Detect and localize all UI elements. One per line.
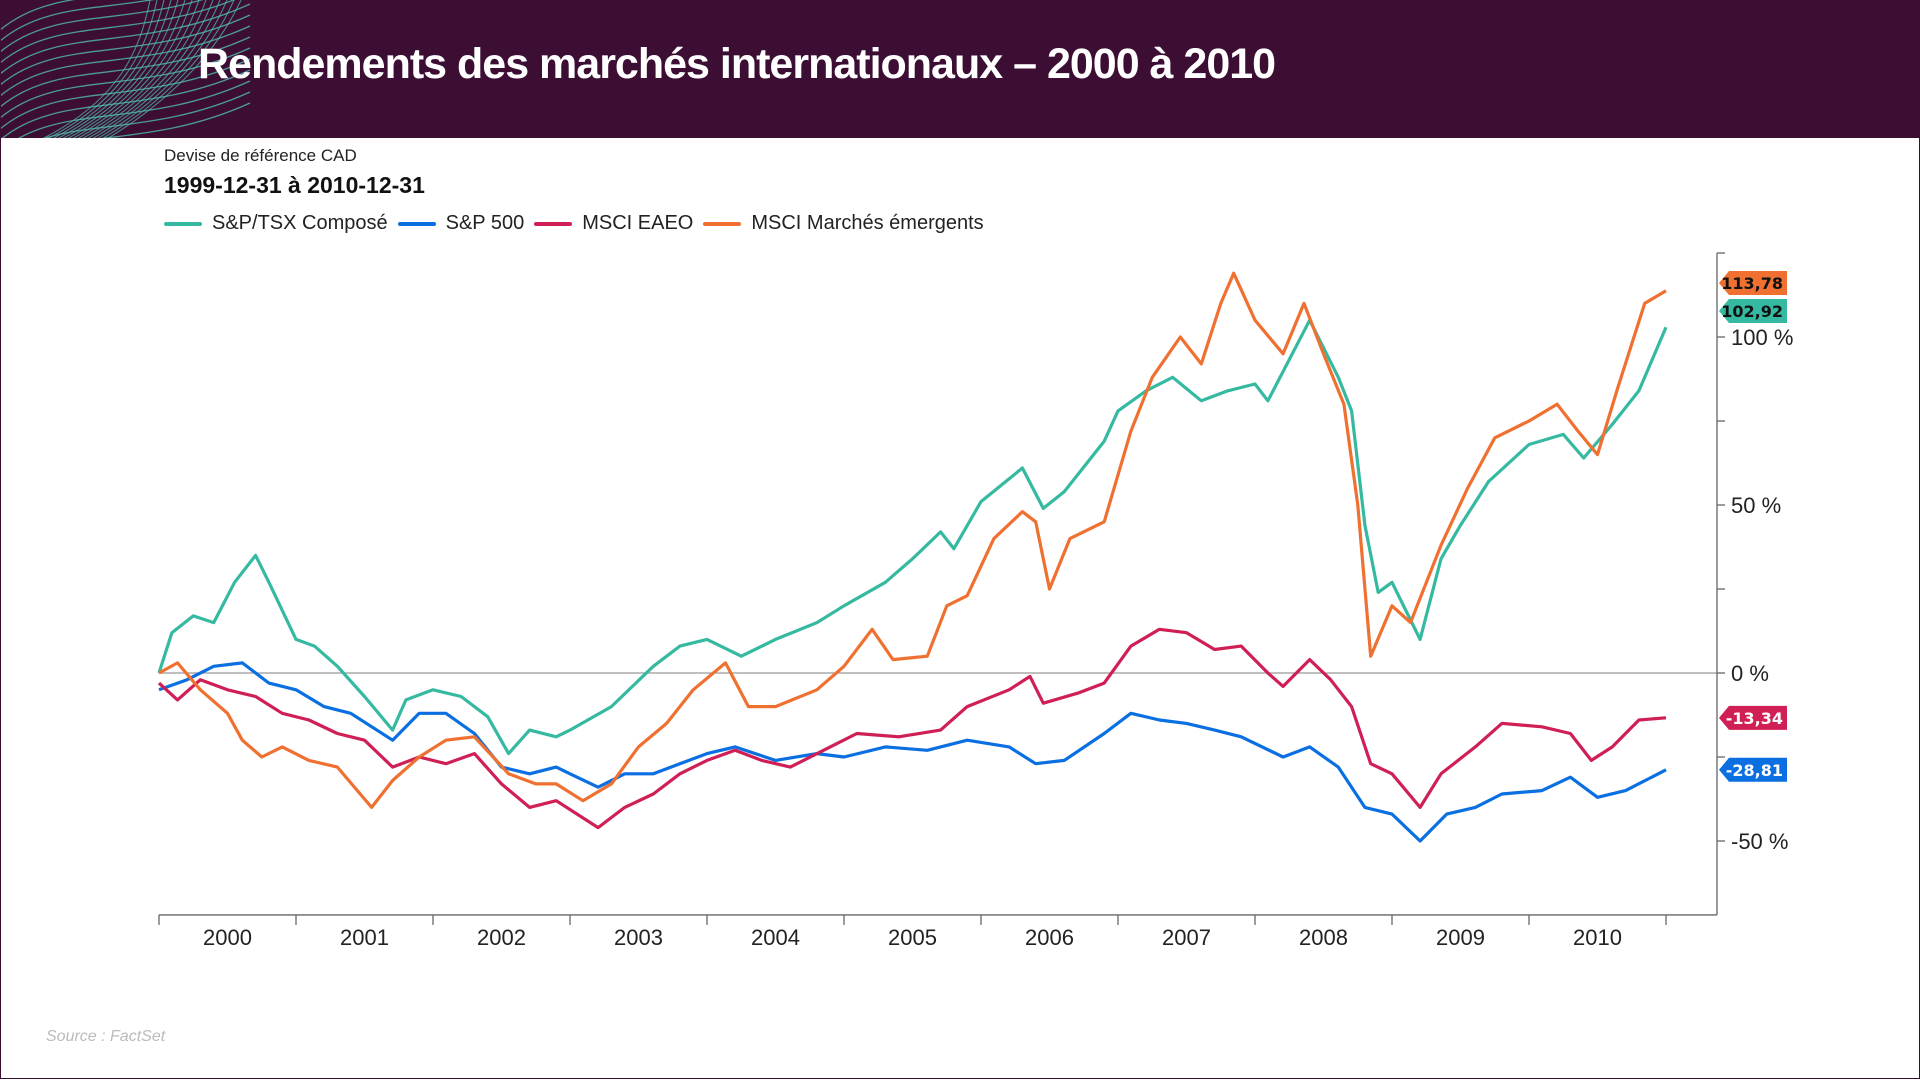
x-tick-label: 2001 — [340, 925, 389, 950]
legend-label: S&P/TSX Composé — [212, 212, 388, 234]
x-tick-label: 2008 — [1299, 925, 1348, 950]
legend-item-sp500: S&P 500 — [397, 212, 525, 235]
series-line-1 — [158, 661, 1667, 843]
wave-line — [67, 0, 186, 138]
y-tick-label: 100 % — [1731, 325, 1793, 350]
series-line-3 — [158, 271, 1667, 809]
x-tick-label: 2003 — [614, 925, 663, 950]
x-tick-label: 2010 — [1573, 925, 1622, 950]
x-tick-label: 2009 — [1436, 925, 1485, 950]
legend-swatch — [703, 221, 742, 226]
wave-line — [43, 91, 251, 138]
wave-line — [102, 0, 235, 138]
end-value-tag — [1719, 271, 1787, 295]
wave-line — [18, 80, 251, 138]
x-tick-label: 2000 — [203, 925, 252, 950]
x-tick-label: 2002 — [477, 925, 526, 950]
end-value-label: 113,78 — [1721, 274, 1783, 293]
legend-item-eaeo: MSCI EAEO — [534, 212, 693, 235]
wave-line — [0, 47, 251, 119]
end-value-label: -28,81 — [1726, 761, 1783, 780]
wave-line — [62, 0, 179, 138]
series-line-2 — [157, 627, 1667, 830]
header-banner: Rendements des marchés internationaux – … — [0, 0, 1920, 138]
y-tick-label: 50 % — [1731, 493, 1781, 518]
source-note: Source : FactSet — [46, 1028, 166, 1045]
legend-swatch — [534, 221, 573, 226]
x-tick-label: 2007 — [1162, 925, 1211, 950]
end-value-tag — [1719, 757, 1787, 782]
legend-swatch — [164, 221, 202, 226]
wave-line — [0, 36, 251, 108]
legend-swatch — [397, 221, 436, 226]
date-range: 1999-12-31 à 2010-12-31 — [164, 172, 425, 198]
end-value-label: -13,34 — [1726, 709, 1783, 728]
end-value-tag — [1719, 705, 1787, 730]
x-tick-label: 2005 — [888, 925, 937, 950]
wave-lines-decoration-icon — [0, 0, 251, 138]
y-tick-label: 0 % — [1731, 661, 1769, 686]
wave-line — [92, 0, 221, 138]
wave-line — [0, 3, 251, 75]
wave-line — [0, 14, 251, 86]
wave-line — [0, 0, 204, 53]
wave-line — [0, 25, 251, 97]
wave-line — [0, 0, 76, 31]
wave-line — [77, 0, 200, 138]
x-tick-label: 2004 — [751, 925, 800, 950]
chart-legend: S&P/TSX Composé S&P 500 MSCI EAEO MSCI M… — [164, 212, 984, 235]
wave-line — [72, 0, 193, 138]
wave-line — [57, 0, 172, 138]
wave-line — [100, 102, 251, 138]
legend-item-emerging: MSCI Marchés émergents — [703, 212, 984, 235]
page-title: Rendements des marchés internationaux – … — [198, 40, 1276, 88]
series-line-0 — [157, 318, 1668, 756]
x-tick-label: 2006 — [1025, 925, 1074, 950]
wave-line — [47, 0, 158, 138]
end-value-tag — [1719, 299, 1787, 323]
wave-line — [0, 0, 155, 42]
wave-line — [42, 0, 151, 138]
legend-item-tsx: S&P/TSX Composé — [164, 212, 388, 235]
wave-line — [82, 0, 207, 138]
legend-label: S&P 500 — [445, 212, 525, 234]
wave-line — [0, 58, 251, 130]
wave-line — [107, 0, 242, 138]
wave-line — [1, 69, 251, 138]
wave-line — [87, 0, 214, 138]
legend-label: MSCI EAEO — [582, 212, 694, 234]
y-tick-label: -50 % — [1731, 829, 1788, 854]
end-value-label: 102,92 — [1721, 302, 1783, 321]
wave-line — [52, 0, 165, 138]
currency-note: Devise de référence CAD — [164, 146, 357, 165]
legend-label: MSCI Marchés émergents — [751, 212, 984, 234]
